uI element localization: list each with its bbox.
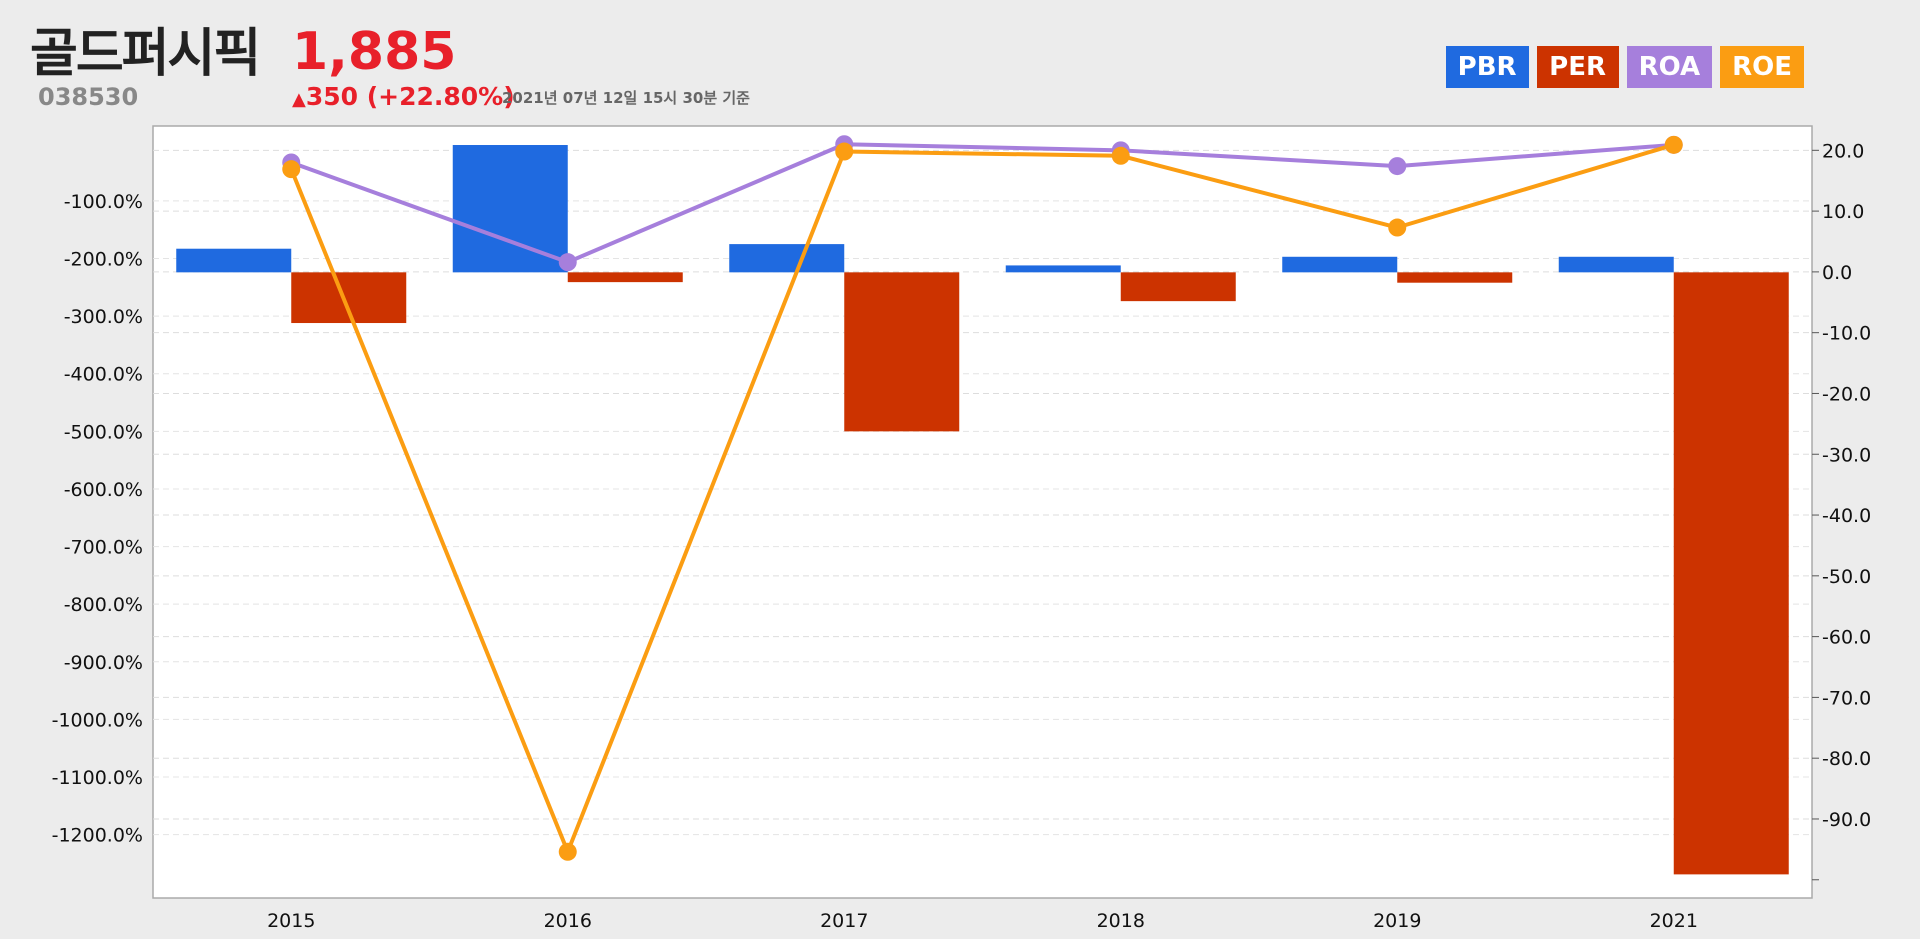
plot-area [152,125,1813,899]
bar-pbr [1282,256,1398,273]
chart-header: 골드퍼시픽 1,885 038530 ▲350 (+22.80%) 2021년 … [30,22,1890,122]
y-axis-left-tick-label: -700.0% [64,537,143,559]
y-axis-left-tick-label: -200.0% [64,249,143,271]
bar-pbr [1558,256,1674,273]
y-axis-right-tick-label: -80.0 [1822,748,1871,770]
current-price: 1,885 [292,22,457,82]
x-axis-tick-label: 2015 [267,910,315,932]
x-axis-tick-label: 2019 [1373,910,1421,932]
y-axis-right-tick-label: 10.0 [1822,201,1864,223]
price-change: ▲350 (+22.80%) [292,82,515,115]
x-axis-tick-label: 2016 [544,910,592,932]
ticker-code: 038530 [38,83,139,111]
y-axis-right-tick-label: -20.0 [1822,383,1871,405]
y-axis-left-tick-label: -1200.0% [52,825,143,847]
point-roe [835,142,854,161]
point-roe [558,842,577,861]
line-roa [290,142,1674,265]
y-axis-right-tick-label: -40.0 [1822,505,1871,527]
y-axis-right-tick-label: -60.0 [1822,627,1871,649]
y-axis-left-tick-label: -1100.0% [52,767,143,789]
up-arrow-icon: ▲ [292,89,306,110]
point-roe [1388,218,1407,237]
bar-per [1673,272,1789,875]
bar-pbr [729,244,845,273]
bar-pbr [1005,265,1121,273]
point-roe [1664,135,1683,154]
y-axis-left-tick-label: -800.0% [64,594,143,616]
point-roa [1388,157,1407,176]
x-axis-tick-label: 2017 [820,910,868,932]
bar-per [1120,272,1236,302]
point-roa [558,253,577,272]
point-roe [282,160,301,179]
y-axis-right-tick-label: 0.0 [1822,262,1852,284]
point-roe [1111,146,1130,165]
y-axis-left-tick-label: -600.0% [64,479,143,501]
bar-per [567,272,683,283]
y-axis-right-tick-label: -10.0 [1822,323,1871,345]
legend-item-per[interactable]: PER [1536,46,1619,88]
legend-item-roe[interactable]: ROE [1720,46,1804,88]
line-roe [289,142,1675,854]
bar-pbr [176,248,292,273]
bar-per [1397,272,1513,283]
company-name: 골드퍼시픽 [30,24,261,84]
y-axis-left-tick-label: -500.0% [64,421,143,443]
price-change-value: 350 (+22.80%) [305,82,515,111]
y-axis-left-tick-label: -1000.0% [52,709,143,731]
legend-item-pbr[interactable]: PBR [1445,46,1529,88]
y-axis-right-tick-label: -90.0 [1822,809,1871,831]
y-axis-left-tick-label: -400.0% [64,364,143,386]
y-axis-right-tick-label: -30.0 [1822,444,1871,466]
y-axis-left-tick-label: -900.0% [64,652,143,674]
x-axis-tick-label: 2021 [1650,910,1698,932]
y-axis-right-tick-label: -70.0 [1822,687,1871,709]
bar-per [844,272,960,432]
chart-legend: PBR PER ROA ROE [1445,46,1804,88]
y-axis-left-tick-label: -300.0% [64,306,143,328]
legend-item-roa[interactable]: ROA [1626,46,1713,88]
y-axis-right-tick-label: -50.0 [1822,566,1871,588]
x-axis-tick-label: 2018 [1097,910,1145,932]
y-axis-left-tick-label: -100.0% [64,191,143,213]
bar-pbr [452,145,568,273]
y-axis-right-tick-label: 20.0 [1822,140,1864,162]
timestamp: 2021년 07년 12일 15시 30분 기준 [502,89,750,107]
